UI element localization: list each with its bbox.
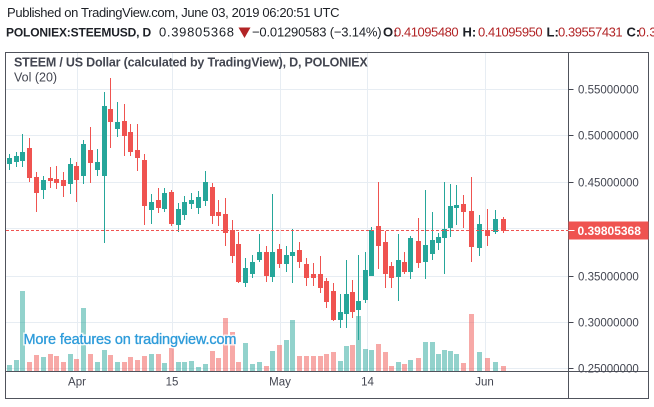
- svg-text:0.35000000: 0.35000000: [578, 272, 639, 284]
- svg-text:POLONIEX:STEEMUSD, D0.39805368: POLONIEX:STEEMUSD, D 0.39805368: [6, 25, 235, 40]
- svg-text:15: 15: [166, 377, 179, 389]
- svg-text:May: May: [269, 377, 291, 389]
- svg-text:0.55000000: 0.55000000: [578, 85, 639, 97]
- svg-text:More features on tradingview.c: More features on tradingview.com: [24, 332, 237, 348]
- svg-text:−0.01290583 (−3.14%)O:0.410954: −0.01290583 (−3.14%) O:0.41095480 H: 0.4109…: [252, 25, 654, 40]
- svg-text:Vol (20): Vol (20): [14, 71, 57, 85]
- svg-text:STEEM / US Dollar (calculated: STEEM / US Dollar (calculated by Trading…: [14, 56, 368, 70]
- svg-text:More features on tradingview.c: More features on tradingview.com: [24, 332, 237, 348]
- svg-text:14: 14: [361, 377, 374, 389]
- svg-text:0.39805368: 0.39805368: [578, 224, 642, 238]
- svg-text:Published on TradingView.com,: Published on TradingView.com, June 03, 2…: [7, 5, 339, 20]
- svg-text:Apr: Apr: [68, 377, 86, 389]
- svg-text:Jun: Jun: [475, 377, 494, 389]
- svg-text:0.50000000: 0.50000000: [578, 131, 639, 143]
- svg-text:0.30000000: 0.30000000: [578, 318, 639, 330]
- svg-text:0.45000000: 0.45000000: [578, 178, 639, 190]
